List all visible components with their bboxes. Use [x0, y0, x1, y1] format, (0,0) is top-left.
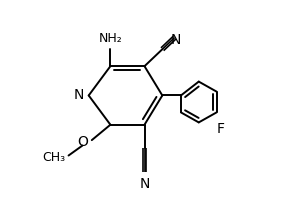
Text: NH₂: NH₂: [98, 32, 122, 45]
Text: N: N: [171, 33, 181, 47]
Text: F: F: [217, 122, 225, 136]
Text: N: N: [139, 177, 150, 191]
Text: O: O: [77, 135, 88, 149]
Text: N: N: [74, 89, 84, 102]
Text: CH₃: CH₃: [42, 151, 65, 164]
